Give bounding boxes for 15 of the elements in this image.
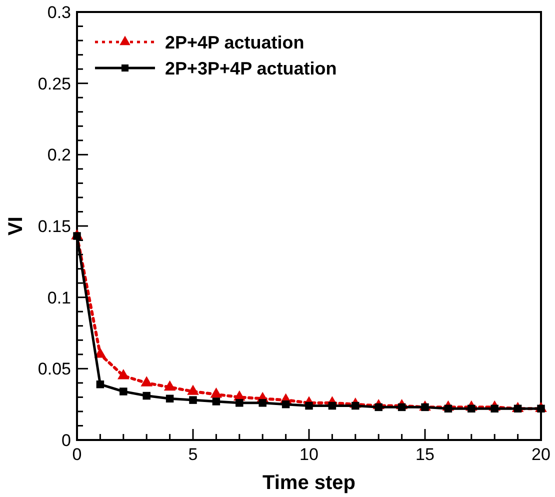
y-tick-label: 0.2 bbox=[47, 146, 71, 165]
y-tick-label: 0 bbox=[62, 430, 71, 450]
y-tick-label: 0.1 bbox=[47, 288, 71, 308]
y-tick-label: 0.15 bbox=[38, 216, 71, 236]
legend-label: 2P+4P actuation bbox=[165, 32, 304, 52]
y-tick-label: 0.25 bbox=[38, 74, 71, 94]
x-tick-label: 20 bbox=[532, 445, 550, 464]
y-tick-label: 0.3 bbox=[47, 2, 71, 22]
x-tick-label: 10 bbox=[300, 445, 318, 464]
x-axis-title: Time step bbox=[262, 472, 356, 494]
x-tick-label: 5 bbox=[188, 445, 198, 464]
legend-label: 2P+3P+4P actuation bbox=[165, 58, 337, 78]
y-axis-title: VI bbox=[5, 216, 27, 236]
y-tick-label: 0.05 bbox=[38, 360, 71, 379]
x-tick-label: 15 bbox=[416, 445, 434, 464]
